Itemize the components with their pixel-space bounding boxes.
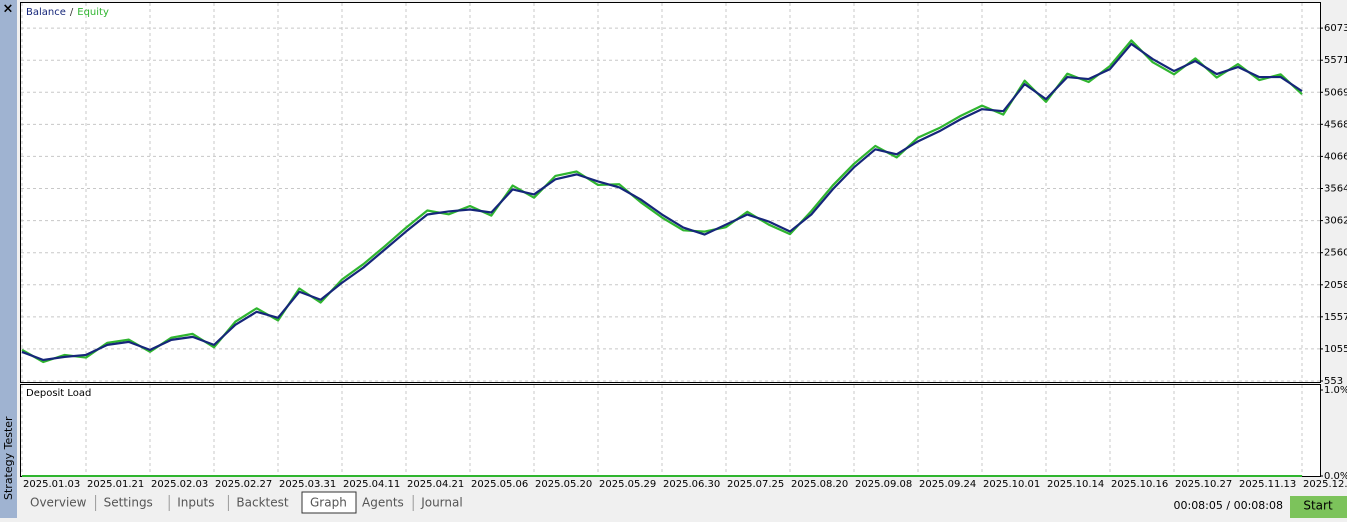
x-tick-label: 2025.10.27 — [1175, 479, 1232, 490]
side-label: Strategy Tester — [2, 416, 15, 500]
x-tick-label: 2025.04.11 — [343, 479, 400, 490]
tab[interactable]: Journal — [420, 496, 463, 510]
tab-bar — [17, 490, 1347, 518]
legend-entry: Equity — [77, 7, 109, 18]
y-tick-label: 4568 — [1324, 119, 1347, 130]
y-tick-label: 1.0% — [1324, 385, 1347, 396]
close-button[interactable]: × — [3, 2, 14, 17]
sidebar — [0, 0, 17, 518]
panel-title: Deposit Load — [26, 388, 91, 399]
y-tick-label: 553 — [1324, 376, 1343, 387]
y-tick-label: 2560 — [1324, 248, 1347, 259]
legend-entry: / — [70, 7, 74, 18]
x-tick-label: 2025.09.24 — [919, 479, 976, 490]
x-tick-label: 2025.11.13 — [1239, 479, 1296, 490]
load-panel — [20, 384, 1321, 477]
series-line — [21, 39, 1303, 364]
y-tick-label: 2058 — [1324, 280, 1347, 291]
tab[interactable]: Inputs — [177, 496, 214, 510]
tab[interactable]: Settings — [104, 496, 153, 510]
y-tick-label: 0.0% — [1324, 471, 1347, 482]
tab[interactable]: Agents — [362, 496, 404, 510]
legend-entry: Balance — [26, 7, 66, 18]
tab[interactable]: Backtest — [236, 496, 288, 510]
x-tick-label: 2025.05.06 — [471, 479, 528, 490]
y-tick-label: 4066 — [1324, 151, 1347, 162]
active-tab — [301, 491, 357, 514]
x-tick-label: 2025.10.16 — [1111, 479, 1168, 490]
start-label[interactable]: Start — [1303, 499, 1333, 513]
series-line — [21, 42, 1303, 362]
x-tick-label: 2025.05.29 — [599, 479, 656, 490]
x-tick-label: 2025.01.21 — [87, 479, 144, 490]
x-tick-label: 2025.01.03 — [23, 479, 80, 490]
x-tick-label: 2025.12. — [1303, 479, 1347, 490]
y-tick-label: 6073 — [1324, 23, 1347, 34]
x-tick-label: 2025.04.21 — [407, 479, 464, 490]
tab[interactable]: Overview — [30, 496, 87, 510]
x-tick-label: 2025.06.30 — [663, 479, 720, 490]
main-panel — [20, 2, 1321, 383]
x-tick-label: 2025.08.20 — [791, 479, 848, 490]
x-tick-label: 2025.10.01 — [983, 479, 1040, 490]
x-tick-label: 2025.02.03 — [151, 479, 208, 490]
y-tick-label: 5571 — [1324, 55, 1347, 66]
x-tick-label: 2025.03.31 — [279, 479, 336, 490]
tab[interactable]: Graph — [310, 496, 347, 510]
x-tick-label: 2025.09.08 — [855, 479, 912, 490]
x-tick-label: 2025.10.14 — [1047, 479, 1104, 490]
timer: 00:08:05 / 00:08:08 — [1173, 499, 1283, 512]
x-tick-label: 2025.02.27 — [215, 479, 272, 490]
y-tick-label: 3564 — [1324, 184, 1347, 195]
legend: Balance / Equity — [26, 7, 109, 18]
y-tick-label: 3062 — [1324, 216, 1347, 227]
x-tick-label: 2025.07.25 — [727, 479, 784, 490]
y-tick-label: 1557 — [1324, 312, 1347, 323]
start-button[interactable] — [1290, 496, 1347, 518]
x-tick-label: 2025.05.20 — [535, 479, 592, 490]
y-tick-label: 1055 — [1324, 344, 1347, 355]
y-tick-label: 5069 — [1324, 87, 1347, 98]
